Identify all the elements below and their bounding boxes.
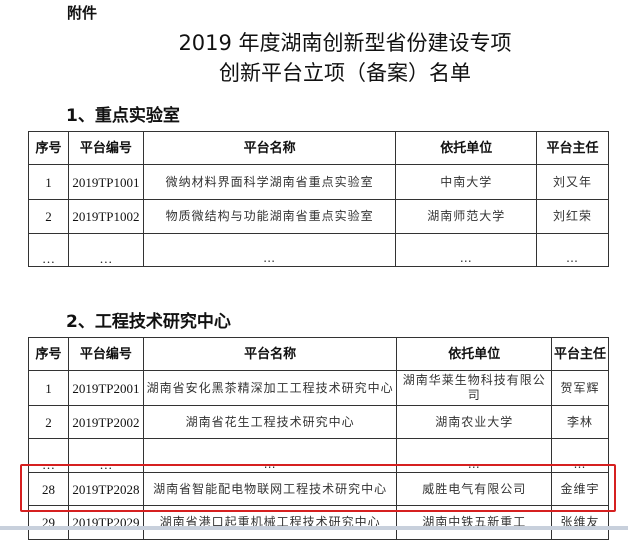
section2-heading: 2、工程技术研究中心 — [66, 312, 231, 332]
header-name: 平台名称 — [142, 337, 398, 371]
platform-code: 2019TP2002 — [67, 405, 144, 439]
document-title-line2: 创新平台立项（备案）名单 — [219, 61, 471, 85]
director: 刘又年 — [536, 164, 609, 200]
table-header: 序号 平台编号 平台名称 依托单位 平台主任 — [28, 337, 609, 371]
platform-name: … — [142, 438, 398, 473]
row-index: … — [28, 233, 69, 267]
platform-name: 湖南省安化黑茶精深加工工程技术研究中心 — [142, 370, 398, 406]
platform-code: 2019TP2028 — [67, 472, 144, 506]
header-unit: 依托单位 — [396, 337, 553, 371]
row-index: 1 — [28, 370, 69, 406]
host-unit: 湖南师范大学 — [395, 199, 538, 234]
table-row: 2 2019TP1002 物质微结构与功能湖南省重点实验室 湖南师范大学 刘红荣 — [28, 199, 609, 234]
director: 刘红荣 — [536, 199, 609, 234]
header-index: 序号 — [28, 337, 69, 371]
platform-code: 2019TP2001 — [67, 370, 144, 406]
row-index: 2 — [28, 405, 69, 439]
director: … — [536, 233, 609, 267]
platform-code: … — [67, 438, 144, 473]
table-row: 1 2019TP2001 湖南省安化黑茶精深加工工程技术研究中心 湖南华莱生物科技有限… — [28, 370, 609, 406]
host-unit: … — [395, 233, 538, 267]
director: 贺军辉 — [551, 370, 609, 406]
bottom-bar — [0, 526, 628, 530]
table-row: 1 2019TP1001 微纳材料界面科学湖南省重点实验室 中南大学 刘又年 — [28, 164, 609, 200]
document-title-line1: 2019 年度湖南创新型省份建设专项 — [178, 31, 512, 55]
platform-code: … — [67, 233, 144, 267]
header-name: 平台名称 — [142, 131, 397, 165]
table-row: …………… — [28, 438, 609, 473]
host-unit: 湖南华莱生物科技有限公司 — [396, 370, 553, 406]
header-director: 平台主任 — [551, 337, 609, 371]
table-row: 2 2019TP2002 湖南省花生工程技术研究中心 湖南农业大学 李林 — [28, 405, 609, 439]
host-unit: 湖南农业大学 — [396, 405, 553, 439]
platform-name: … — [142, 233, 397, 267]
header-unit: 依托单位 — [395, 131, 538, 165]
platform-code: 2019TP1001 — [67, 164, 144, 200]
key-laboratory-table: 序号 平台编号 平台名称 依托单位 平台主任 1 2019TP1001 微纳材料界面… — [28, 131, 609, 267]
row-index: 2 — [28, 199, 69, 234]
table-row: 28 2019TP2028 湖南省智能配电物联网工程技术研究中心 威胜电气有限公司 金维… — [28, 472, 609, 506]
header-director: 平台主任 — [536, 131, 609, 165]
row-index: 28 — [28, 472, 69, 506]
table-row: …………… — [28, 233, 609, 267]
host-unit: 威胜电气有限公司 — [396, 472, 553, 506]
platform-name: 微纳材料界面科学湖南省重点实验室 — [142, 164, 397, 200]
section1-heading: 1、重点实验室 — [66, 106, 180, 126]
engineering-center-table: 序号 平台编号 平台名称 依托单位 平台主任 1 2019TP2001 湖南省安化黑… — [28, 337, 609, 540]
director: 李林 — [551, 405, 609, 439]
platform-code: 2019TP1002 — [67, 199, 144, 234]
header-code: 平台编号 — [67, 131, 144, 165]
platform-name: 物质微结构与功能湖南省重点实验室 — [142, 199, 397, 234]
header-index: 序号 — [28, 131, 69, 165]
header-code: 平台编号 — [67, 337, 144, 371]
platform-name: 湖南省智能配电物联网工程技术研究中心 — [142, 472, 398, 506]
attachment-label: 附件 — [67, 4, 98, 22]
table-header: 序号 平台编号 平台名称 依托单位 平台主任 — [28, 131, 609, 165]
platform-name: 湖南省花生工程技术研究中心 — [142, 405, 398, 439]
highlight-box — [20, 464, 616, 512]
row-index: 1 — [28, 164, 69, 200]
host-unit: 中南大学 — [395, 164, 538, 200]
